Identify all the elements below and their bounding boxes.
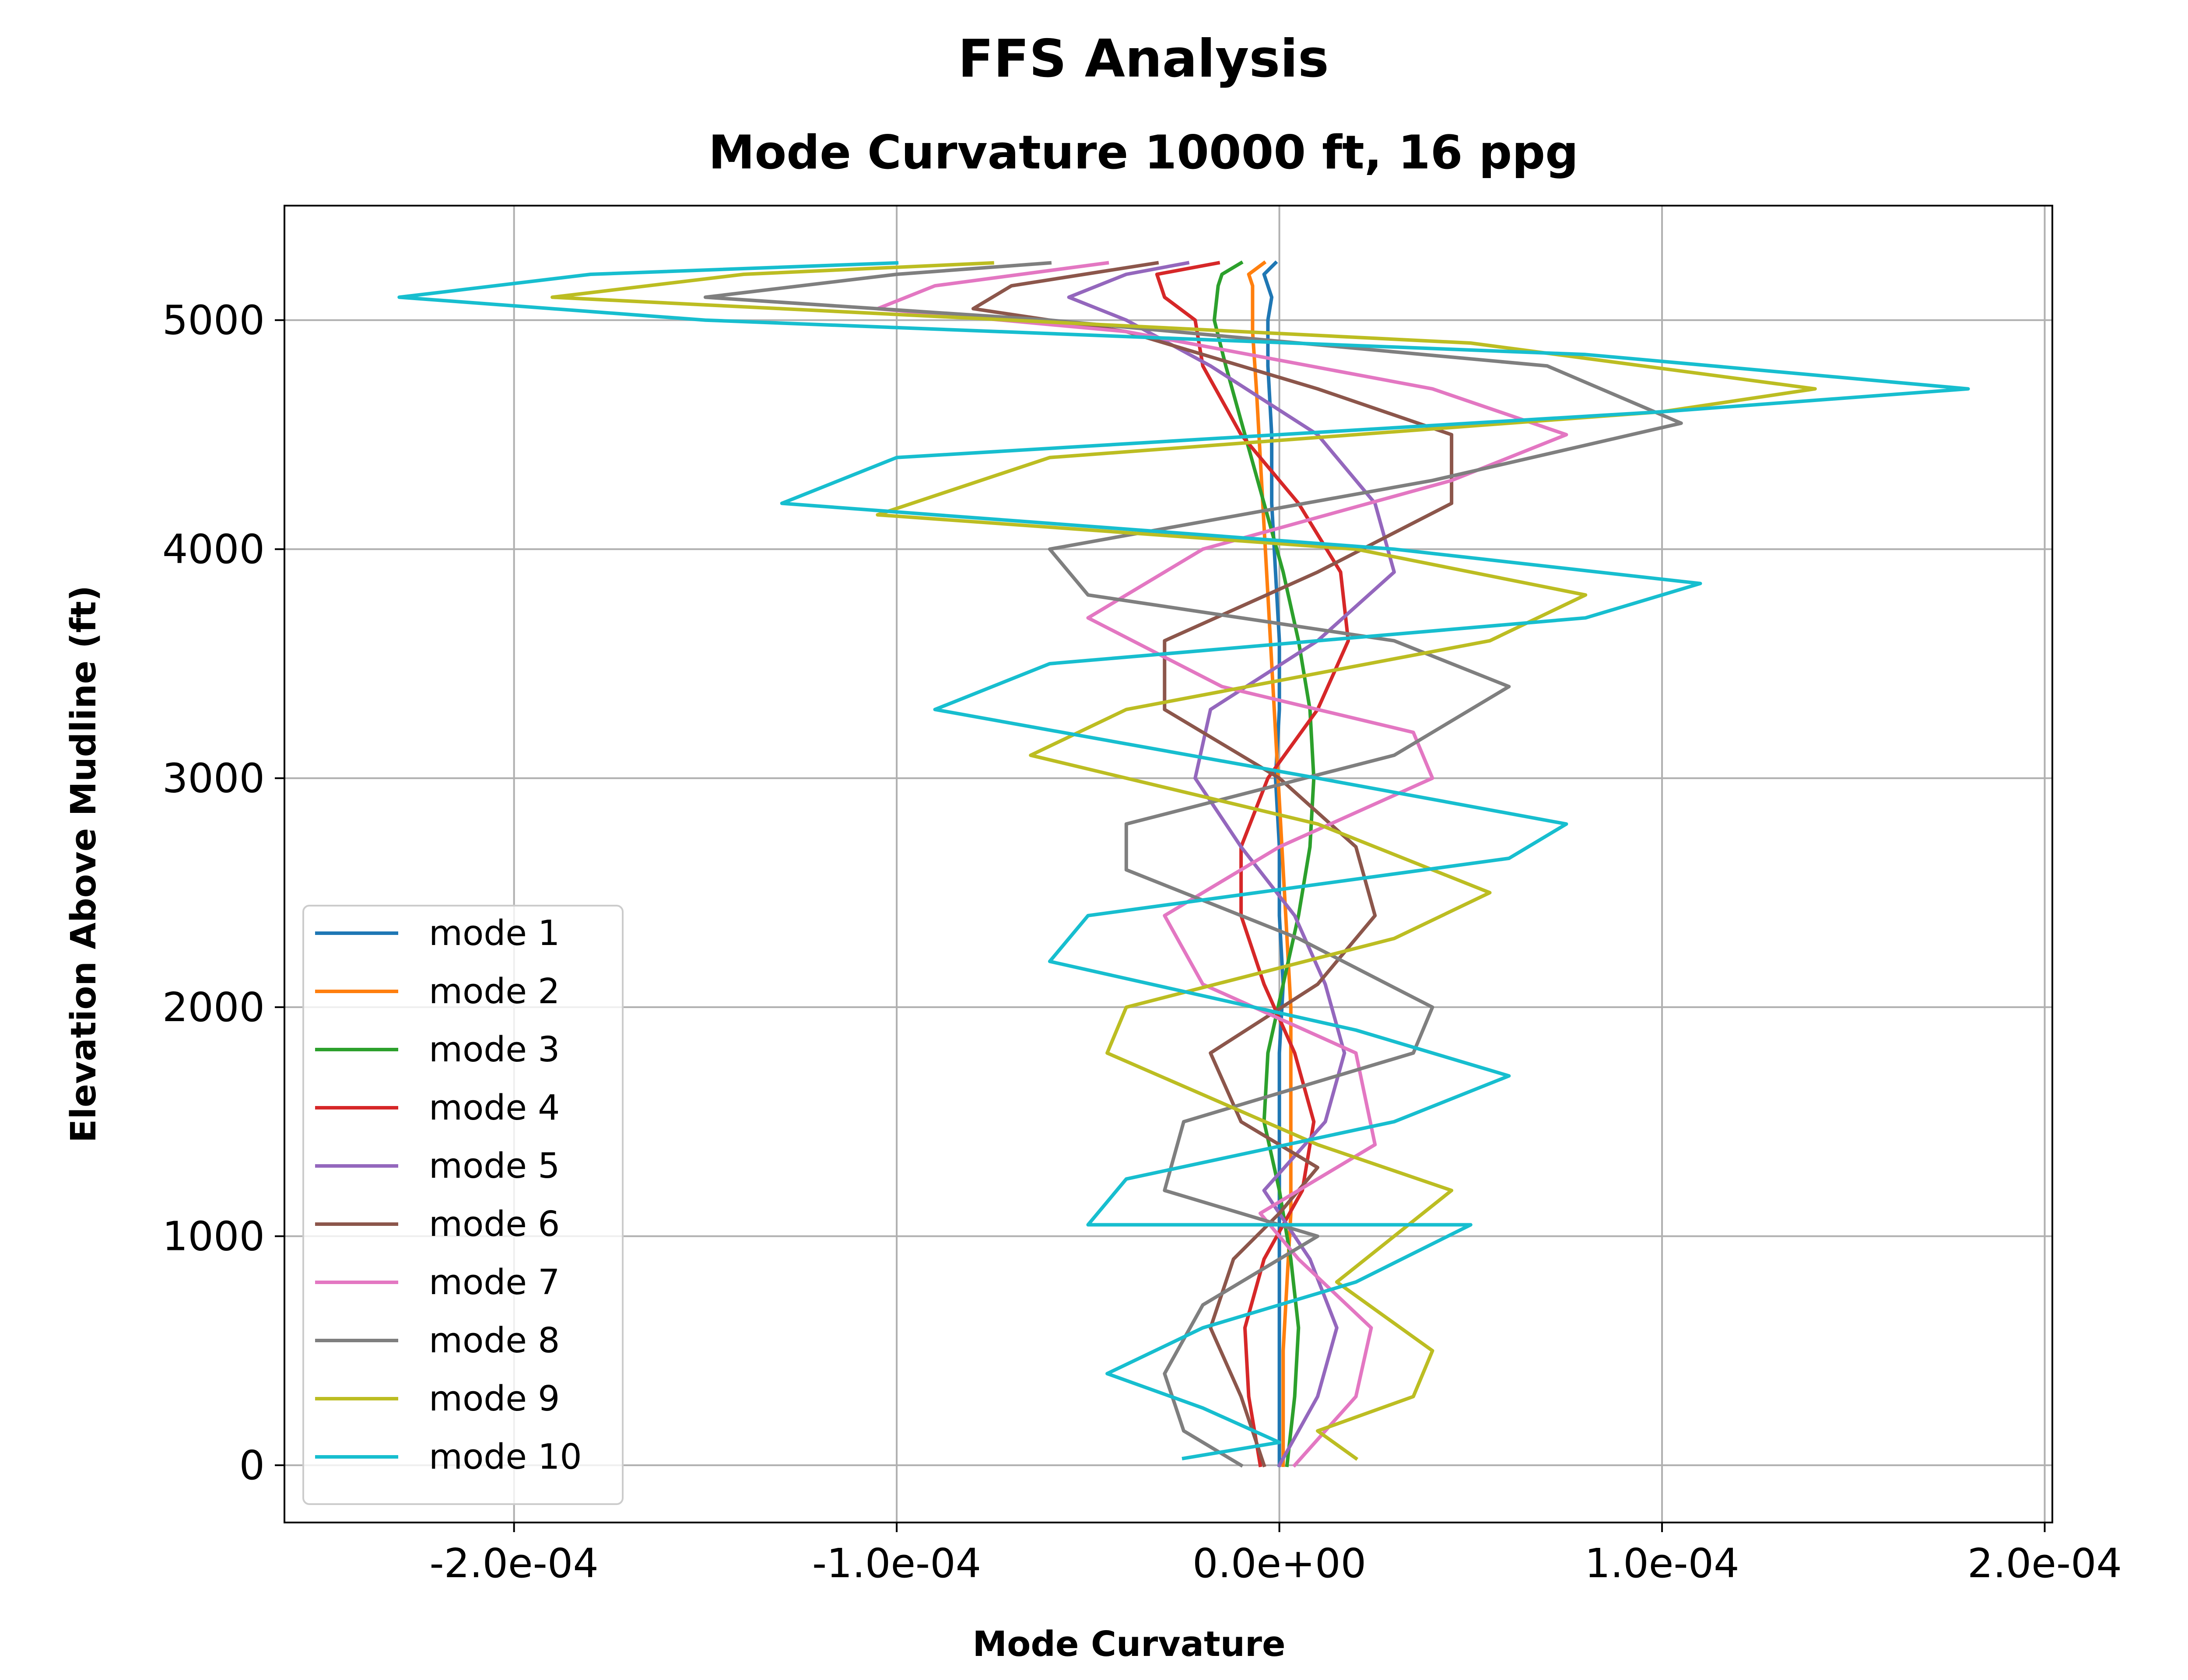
series-line-mode-10 (397, 261, 1970, 1461)
legend-label-mode-1: mode 1 (429, 913, 560, 953)
x-tick-label: -2.0e-04 (429, 1540, 598, 1587)
x-ticks: -2.0e-04 -1.0e-04 0.0e+00 1.0e-04 2.0e-04 (429, 1522, 2122, 1587)
series-line-mode-2 (1247, 260, 1293, 1467)
x-tick-label: 0.0e+00 (1192, 1540, 1366, 1587)
figure-suptitle: FFS Analysis (958, 29, 1329, 89)
legend-label-mode-3: mode 3 (429, 1029, 560, 1070)
legend: mode 1 mode 2 mode 3 mode 4 mode 5 mode 6 mode… (302, 905, 624, 1505)
series-line-mode-7 (876, 261, 1568, 1468)
plot-lines (397, 260, 1970, 1468)
x-tick-label: 1.0e-04 (1585, 1540, 1739, 1587)
y-axis-label: Elevation Above Mudline (ft) (63, 585, 104, 1143)
y-tick-label: 1000 (162, 1213, 265, 1260)
chart-title: Mode Curvature 10000 ft, 16 ppg (708, 126, 1578, 179)
y-tick-label: 3000 (162, 755, 265, 802)
x-axis-label: Mode Curvature (972, 1624, 1285, 1664)
series-line-mode-8 (703, 261, 1683, 1468)
legend-label-mode-6: mode 6 (429, 1204, 560, 1244)
y-tick-label: 0 (239, 1442, 265, 1489)
legend-label-mode-7: mode 7 (429, 1262, 560, 1302)
legend-label-mode-5: mode 5 (429, 1146, 560, 1186)
plot-frame (284, 205, 2053, 1523)
y-tick-label: 5000 (162, 297, 265, 344)
y-tick-label: 2000 (162, 984, 265, 1031)
series-line-mode-6 (971, 261, 1454, 1468)
legend-label-mode-2: mode 2 (429, 971, 560, 1012)
legend-label-mode-4: mode 4 (429, 1088, 560, 1128)
x-tick-label: -1.0e-04 (812, 1540, 981, 1587)
legend-label-mode-10: mode 10 (429, 1437, 582, 1477)
y-tick-label: 4000 (162, 526, 265, 573)
legend-box (302, 905, 624, 1505)
y-ticks: 0 1000 2000 3000 4000 5000 (162, 297, 284, 1489)
legend-label-mode-9: mode 9 (429, 1379, 560, 1419)
legend-label-mode-8: mode 8 (429, 1320, 560, 1361)
x-tick-label: 2.0e-04 (1967, 1540, 2122, 1587)
